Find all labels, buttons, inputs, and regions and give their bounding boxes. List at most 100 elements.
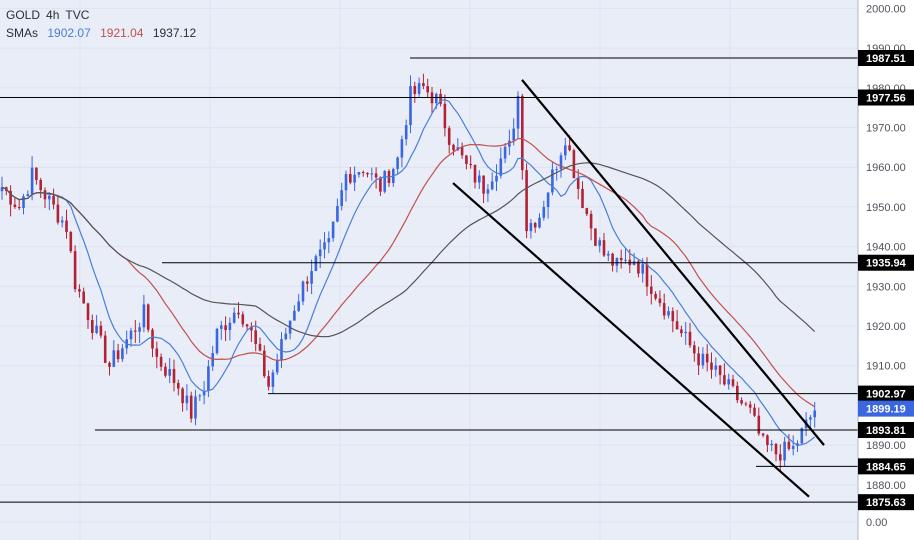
candle-body [538, 217, 541, 228]
candle-body [280, 339, 283, 361]
candle-body [99, 325, 103, 336]
candle-body [22, 196, 25, 209]
candle-body [718, 365, 722, 376]
candle-body [306, 281, 309, 284]
last-price-tag [858, 400, 914, 417]
candle-body [774, 443, 778, 455]
candle-body [284, 333, 288, 340]
candle-body [521, 95, 524, 171]
candle-body [30, 167, 34, 195]
candle-body [460, 147, 464, 156]
candle-body [396, 157, 399, 170]
candle-body [478, 175, 481, 183]
candle-body [447, 128, 451, 145]
candle-body [710, 362, 713, 370]
candle-body [748, 404, 752, 408]
candle-body [172, 369, 176, 383]
candle-body [740, 400, 743, 404]
level-price-tag [858, 254, 914, 271]
candle-body [86, 303, 90, 321]
candle-body [809, 417, 812, 420]
candle-body [611, 253, 614, 266]
candle-body [181, 388, 184, 404]
candle-body [129, 330, 133, 340]
candle-body [35, 167, 38, 180]
candle-body [215, 328, 219, 354]
price-tick-label: 1970.00 [866, 123, 906, 135]
candle-body [413, 86, 417, 94]
candle-body [323, 242, 326, 250]
candle-body [499, 158, 503, 176]
price-tick-label: 2000.00 [866, 3, 906, 15]
candle-body [766, 435, 769, 446]
candle-body [48, 195, 51, 200]
candle-body [241, 314, 245, 325]
candle-body [194, 396, 197, 419]
candle-body [572, 150, 576, 179]
candle-body [705, 353, 709, 363]
candle-body [78, 289, 81, 292]
candle-body [177, 382, 180, 389]
candle-body [486, 189, 490, 194]
candle-body [701, 353, 705, 366]
level-price-tag [858, 494, 914, 511]
legend-sma-mid: 1921.04 [100, 26, 144, 40]
candle-body [473, 164, 477, 183]
candle-body [374, 173, 378, 178]
candle-body [331, 221, 335, 239]
candle-body [503, 146, 507, 159]
candle-body [675, 321, 679, 330]
candle-body [202, 390, 206, 396]
candle-body [684, 331, 687, 334]
candle-body [263, 350, 266, 377]
candle-body [327, 238, 331, 243]
level-price-label: 1935.94 [866, 258, 907, 270]
candle-body [761, 433, 765, 436]
candle-body [585, 208, 589, 214]
candle-body [185, 395, 189, 404]
level-price-label: 1987.51 [866, 53, 906, 65]
candle-body [318, 249, 322, 257]
candle-body [138, 327, 141, 332]
candle-body [340, 190, 343, 206]
price-tick-label: 1920.00 [866, 321, 906, 333]
candle-body [56, 204, 60, 223]
candle-body [658, 298, 662, 304]
candle-body [245, 324, 249, 327]
candle-body [744, 403, 748, 405]
candle-body [400, 139, 404, 158]
candle-body [516, 95, 520, 129]
candle-body [813, 410, 816, 418]
candle-body [121, 348, 124, 360]
candle-body [594, 228, 597, 246]
legend-sma-slow: 1937.12 [152, 26, 197, 40]
candle-body [271, 372, 275, 387]
candle-body [366, 172, 369, 175]
candle-body [779, 454, 782, 461]
candle-body [671, 311, 675, 322]
candle-body [469, 164, 472, 166]
level-price-label: 1875.63 [866, 497, 906, 509]
candle-body [357, 172, 361, 175]
candle-body [697, 353, 700, 366]
level-price-tag [858, 385, 914, 402]
price-tick-label: 1950.00 [866, 202, 906, 214]
legend-timeframe: 4h [46, 8, 60, 22]
candle-body [26, 194, 30, 197]
sma-mid-line [1, 138, 816, 408]
candle-body [164, 366, 167, 376]
candle-body [108, 362, 111, 367]
candle-body [254, 330, 257, 344]
candle-body [598, 240, 601, 246]
candle-body [641, 264, 644, 274]
legend-symbol: GOLD [6, 8, 41, 22]
candle-body [602, 240, 606, 256]
candle-body [112, 350, 116, 367]
candle-body [211, 353, 214, 367]
last-price-label: 1899.19 [866, 404, 906, 416]
candle-body [159, 356, 163, 367]
candle-body [525, 170, 528, 232]
candle-body [787, 441, 791, 449]
